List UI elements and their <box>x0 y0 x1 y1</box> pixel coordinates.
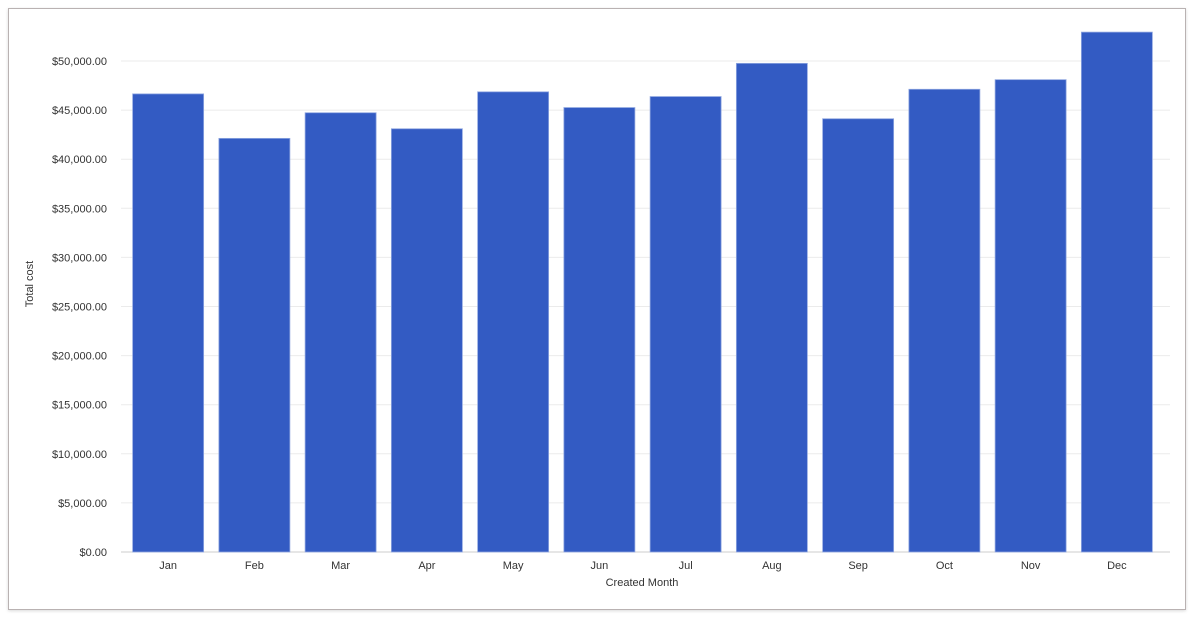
bar-jun[interactable] <box>563 107 636 553</box>
x-tick-label: Nov <box>1021 560 1041 572</box>
y-tick-label: $10,000.00 <box>52 449 107 461</box>
x-tick-label: Mar <box>331 560 350 572</box>
y-tick-label: $40,000.00 <box>52 154 107 166</box>
bar-apr[interactable] <box>390 128 463 553</box>
bar-feb[interactable] <box>218 137 291 553</box>
bar-dec[interactable] <box>1080 31 1153 553</box>
x-axis-label: Created Month <box>606 577 679 589</box>
y-axis-label: Total cost <box>24 261 36 307</box>
bar-sep[interactable] <box>822 118 895 553</box>
bar-jul[interactable] <box>649 96 722 553</box>
x-tick-label: May <box>503 560 524 572</box>
x-tick-label: Sep <box>848 560 868 572</box>
bar-oct[interactable] <box>908 88 981 553</box>
bar-mar[interactable] <box>304 112 377 553</box>
y-tick-label: $5,000.00 <box>58 498 107 510</box>
bar-nov[interactable] <box>994 79 1067 553</box>
bar-aug[interactable] <box>735 62 808 553</box>
y-tick-label: $20,000.00 <box>52 351 107 363</box>
y-tick-label: $50,000.00 <box>52 56 107 68</box>
y-tick-label: $25,000.00 <box>52 302 107 314</box>
x-tick-label: Jul <box>679 560 693 572</box>
y-tick-label: $45,000.00 <box>52 105 107 117</box>
x-tick-label: Jun <box>591 560 609 572</box>
x-tick-label: Jan <box>159 560 177 572</box>
x-tick-label: Oct <box>936 560 953 572</box>
bar-may[interactable] <box>477 91 550 553</box>
bar-jan[interactable] <box>132 93 205 553</box>
x-tick-label: Aug <box>762 560 782 572</box>
y-tick-label: $30,000.00 <box>52 252 107 264</box>
y-tick-label: $15,000.00 <box>52 400 107 412</box>
x-tick-label: Apr <box>418 560 435 572</box>
x-tick-label: Feb <box>245 560 264 572</box>
y-tick-label: $35,000.00 <box>52 203 107 215</box>
x-tick-label: Dec <box>1107 560 1127 572</box>
y-tick-label: $0.00 <box>79 547 107 559</box>
